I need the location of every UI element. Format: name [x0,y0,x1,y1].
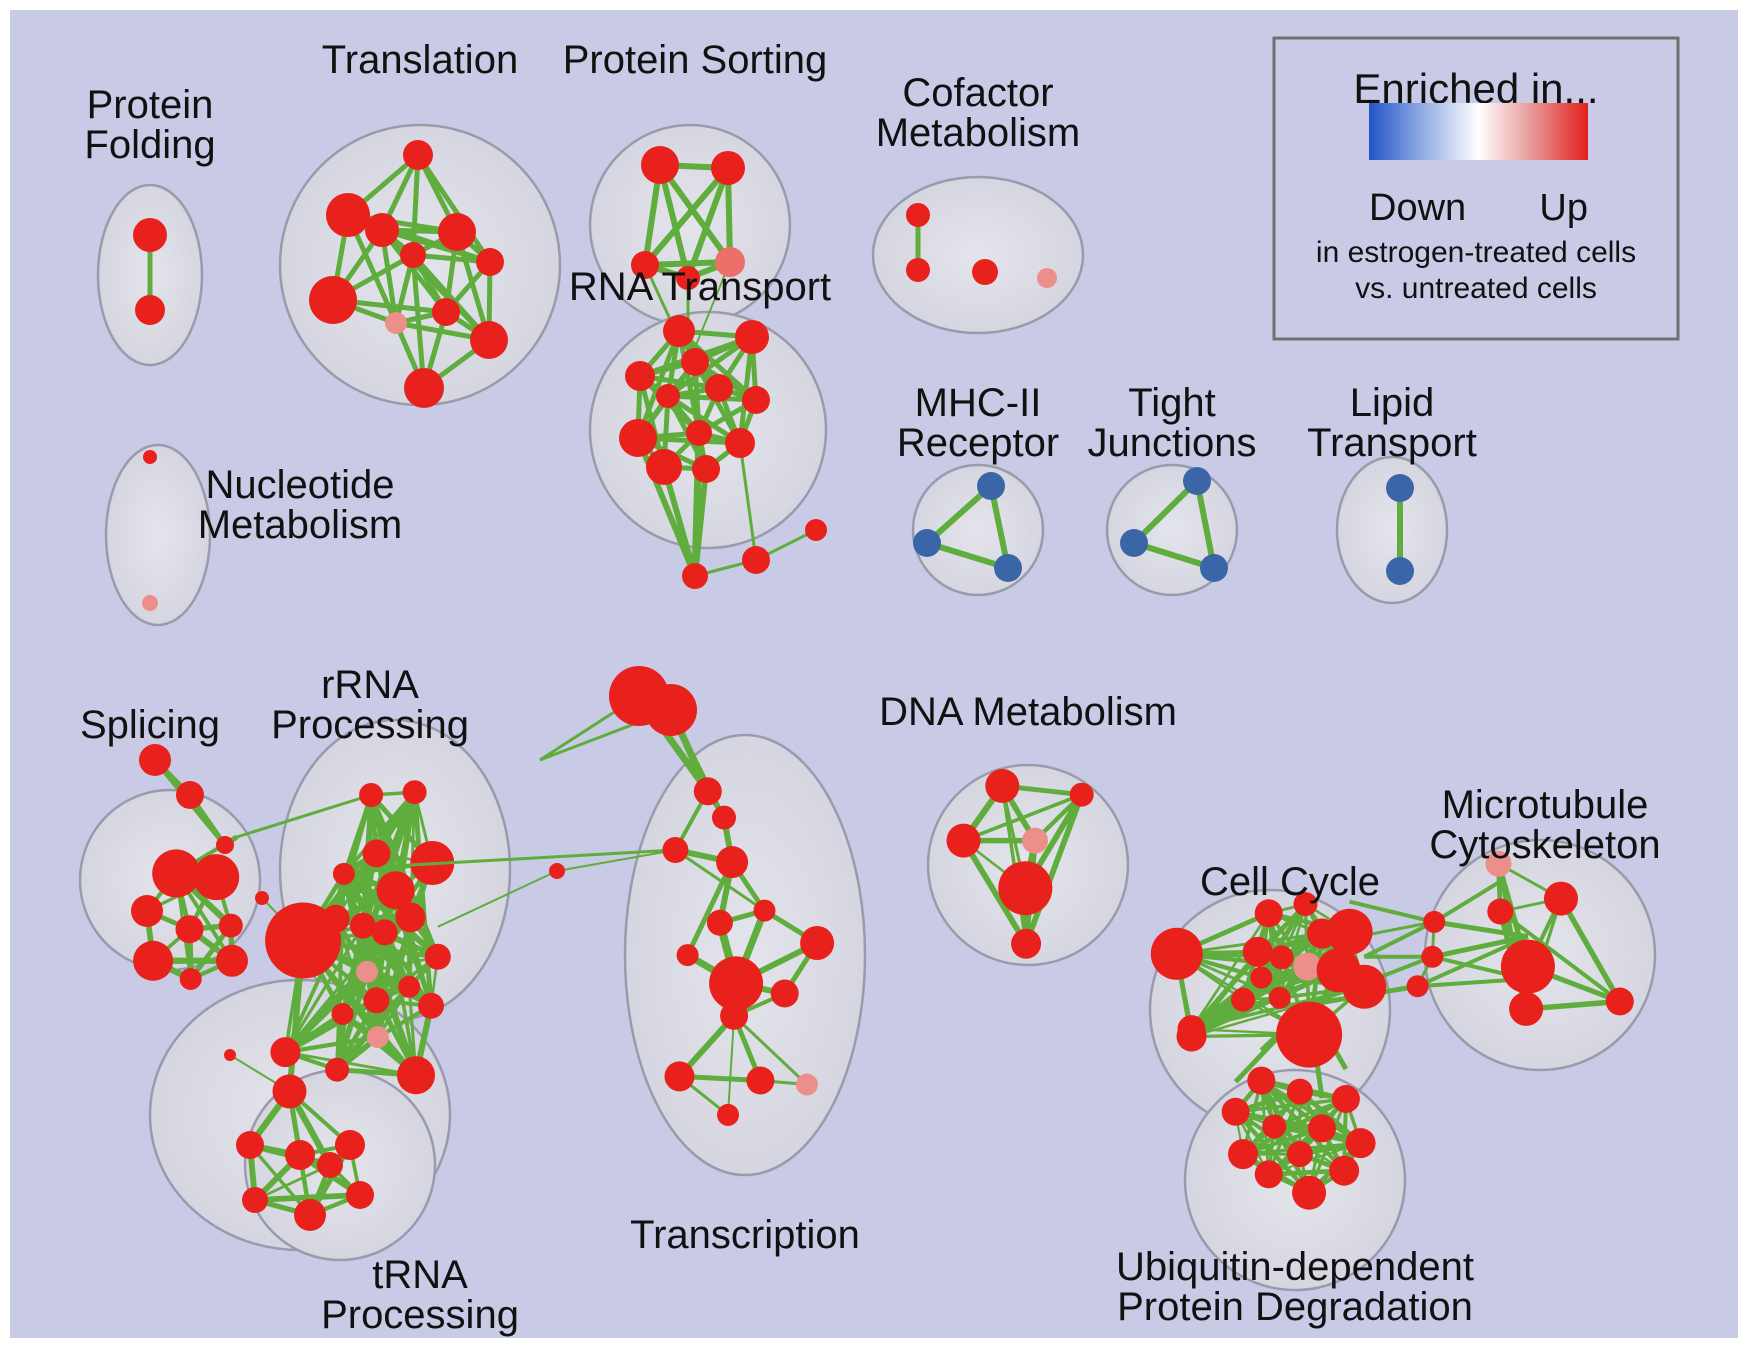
svg-text:Splicing: Splicing [80,703,220,747]
svg-text:Metabolism: Metabolism [876,111,1081,155]
svg-text:Transcription: Transcription [630,1213,860,1257]
svg-text:Transport: Transport [1307,421,1477,465]
svg-text:MHC-II: MHC-II [915,381,1042,425]
svg-text:Up: Up [1539,187,1588,229]
svg-text:Folding: Folding [84,123,215,167]
svg-text:Cytoskeleton: Cytoskeleton [1429,823,1660,867]
svg-text:Cofactor: Cofactor [902,71,1053,115]
svg-text:Lipid: Lipid [1350,381,1435,425]
svg-text:Protein: Protein [87,83,214,127]
svg-text:Protein Degradation: Protein Degradation [1117,1285,1473,1329]
svg-text:Processing: Processing [271,703,469,747]
svg-text:Tight: Tight [1128,381,1215,425]
svg-text:tRNA: tRNA [372,1253,468,1297]
svg-text:Translation: Translation [322,38,518,82]
svg-text:in estrogen-treated cells: in estrogen-treated cells [1316,236,1636,269]
svg-text:Microtubule: Microtubule [1442,783,1649,827]
svg-text:Processing: Processing [321,1293,519,1337]
svg-text:Metabolism: Metabolism [198,503,403,547]
svg-text:DNA Metabolism: DNA Metabolism [879,690,1177,734]
svg-text:Junctions: Junctions [1088,421,1257,465]
svg-text:vs. untreated cells: vs. untreated cells [1355,272,1597,305]
svg-text:Protein Sorting: Protein Sorting [563,38,828,82]
svg-text:Nucleotide: Nucleotide [205,463,394,507]
svg-text:RNA Transport: RNA Transport [569,265,831,309]
svg-text:Ubiquitin-dependent: Ubiquitin-dependent [1116,1245,1474,1289]
svg-text:rRNA: rRNA [321,663,419,707]
svg-text:Down: Down [1369,187,1466,229]
svg-text:Cell Cycle: Cell Cycle [1200,860,1380,904]
svg-text:Receptor: Receptor [897,421,1059,465]
